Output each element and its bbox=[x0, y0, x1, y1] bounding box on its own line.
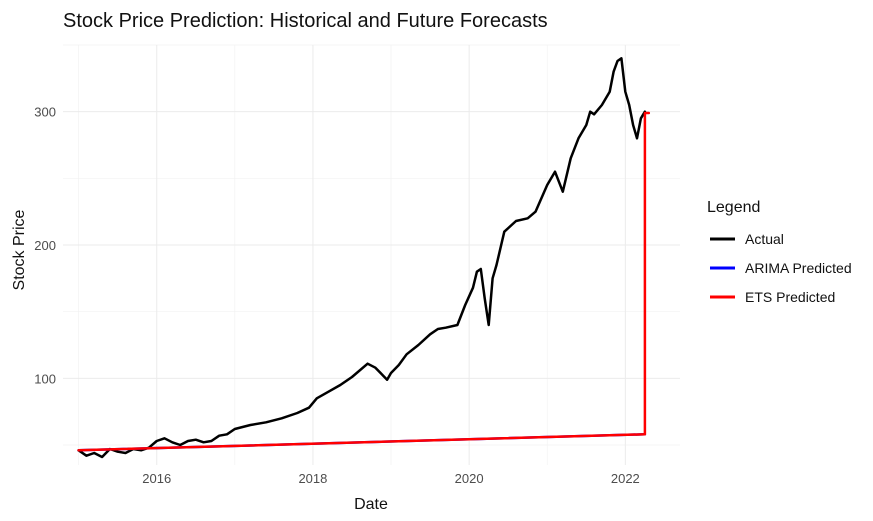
series-lines bbox=[77, 57, 651, 459]
y-tick-label: 200 bbox=[34, 238, 56, 253]
y-tick-label: 100 bbox=[34, 371, 56, 386]
legend-label-ets-predicted: ETS Predicted bbox=[745, 289, 835, 305]
series-line-ets-predicted bbox=[77, 111, 651, 452]
legend-label-actual: Actual bbox=[745, 231, 784, 247]
y-tick-label: 300 bbox=[34, 105, 56, 120]
x-tick-label: 2018 bbox=[298, 471, 327, 486]
grid bbox=[63, 44, 680, 465]
series-line-actual bbox=[77, 57, 647, 459]
tick-labels: 2016 2018 2020 2022 100 200 300 bbox=[34, 105, 639, 486]
legend-title: Legend bbox=[707, 199, 760, 216]
x-axis-title: Date bbox=[354, 496, 388, 513]
y-axis-title: Stock Price bbox=[11, 209, 28, 290]
legend-label-arima-predicted: ARIMA Predicted bbox=[745, 260, 852, 276]
x-tick-label: 2022 bbox=[611, 471, 640, 486]
x-tick-label: 2020 bbox=[455, 471, 484, 486]
legend: Legend Actual ARIMA Predicted ETS Predicte… bbox=[707, 199, 852, 305]
x-tick-label: 2016 bbox=[142, 471, 171, 486]
chart-title: Stock Price Prediction: Historical and F… bbox=[63, 10, 548, 32]
